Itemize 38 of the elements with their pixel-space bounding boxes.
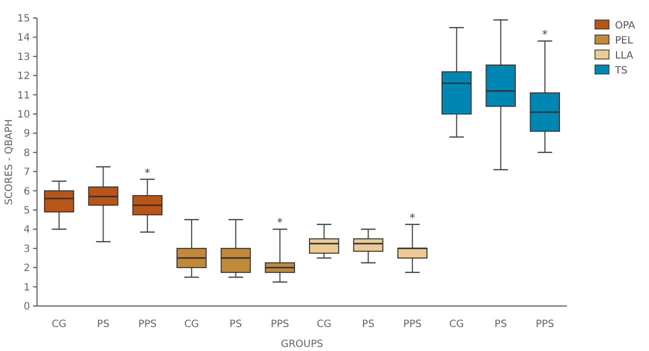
annotation: * xyxy=(144,166,151,180)
y-tick-label: 12 xyxy=(17,71,30,82)
x-tick-label: CG xyxy=(316,319,332,330)
x-tick-label: PPS xyxy=(270,319,290,330)
x-tick-label: CG xyxy=(52,319,66,330)
y-tick-label: 14 xyxy=(17,32,30,44)
y-tick-label: 6 xyxy=(24,186,30,198)
x-tick-label: CG xyxy=(449,319,464,330)
legend-label: PEL xyxy=(615,36,634,46)
x-tick-label: PPS xyxy=(403,319,422,330)
x-axis-title: GROUPS xyxy=(280,339,324,350)
annotation: * xyxy=(410,211,416,224)
x-tick-label: PPS xyxy=(536,319,554,330)
x-tick-label: CG xyxy=(184,319,199,330)
x-tick-label: PPS xyxy=(138,319,157,330)
x-tick-label: PS xyxy=(362,319,374,330)
legend-label: TS xyxy=(614,66,628,76)
y-tick-label: 13 xyxy=(17,52,30,63)
y-tick-label: 4 xyxy=(24,224,30,236)
y-tick-label: 1 xyxy=(24,282,30,294)
x-tick-label: PS xyxy=(97,319,110,330)
y-tick-label: 0 xyxy=(24,302,30,312)
x-tick-label: PS xyxy=(230,319,242,330)
y-tick-label: 8 xyxy=(24,148,30,159)
y-tick-label: 10 xyxy=(17,110,30,120)
legend-label: OPA xyxy=(615,20,636,32)
y-tick-label: 7 xyxy=(24,167,30,178)
annotation: * xyxy=(277,216,284,230)
y-tick-label: 5 xyxy=(24,206,30,216)
y-tick-label: 15 xyxy=(17,14,30,24)
y-tick-label: 11 xyxy=(17,90,30,102)
annotation: * xyxy=(542,28,548,42)
legend-label: LLA xyxy=(615,50,634,62)
y-axis-title: SCORES - QBAPH xyxy=(4,119,15,205)
x-tick-label: PS xyxy=(494,319,507,330)
y-tick-label: 3 xyxy=(24,244,30,255)
y-tick-label: 9 xyxy=(24,128,30,140)
y-tick-label: 2 xyxy=(24,263,30,274)
